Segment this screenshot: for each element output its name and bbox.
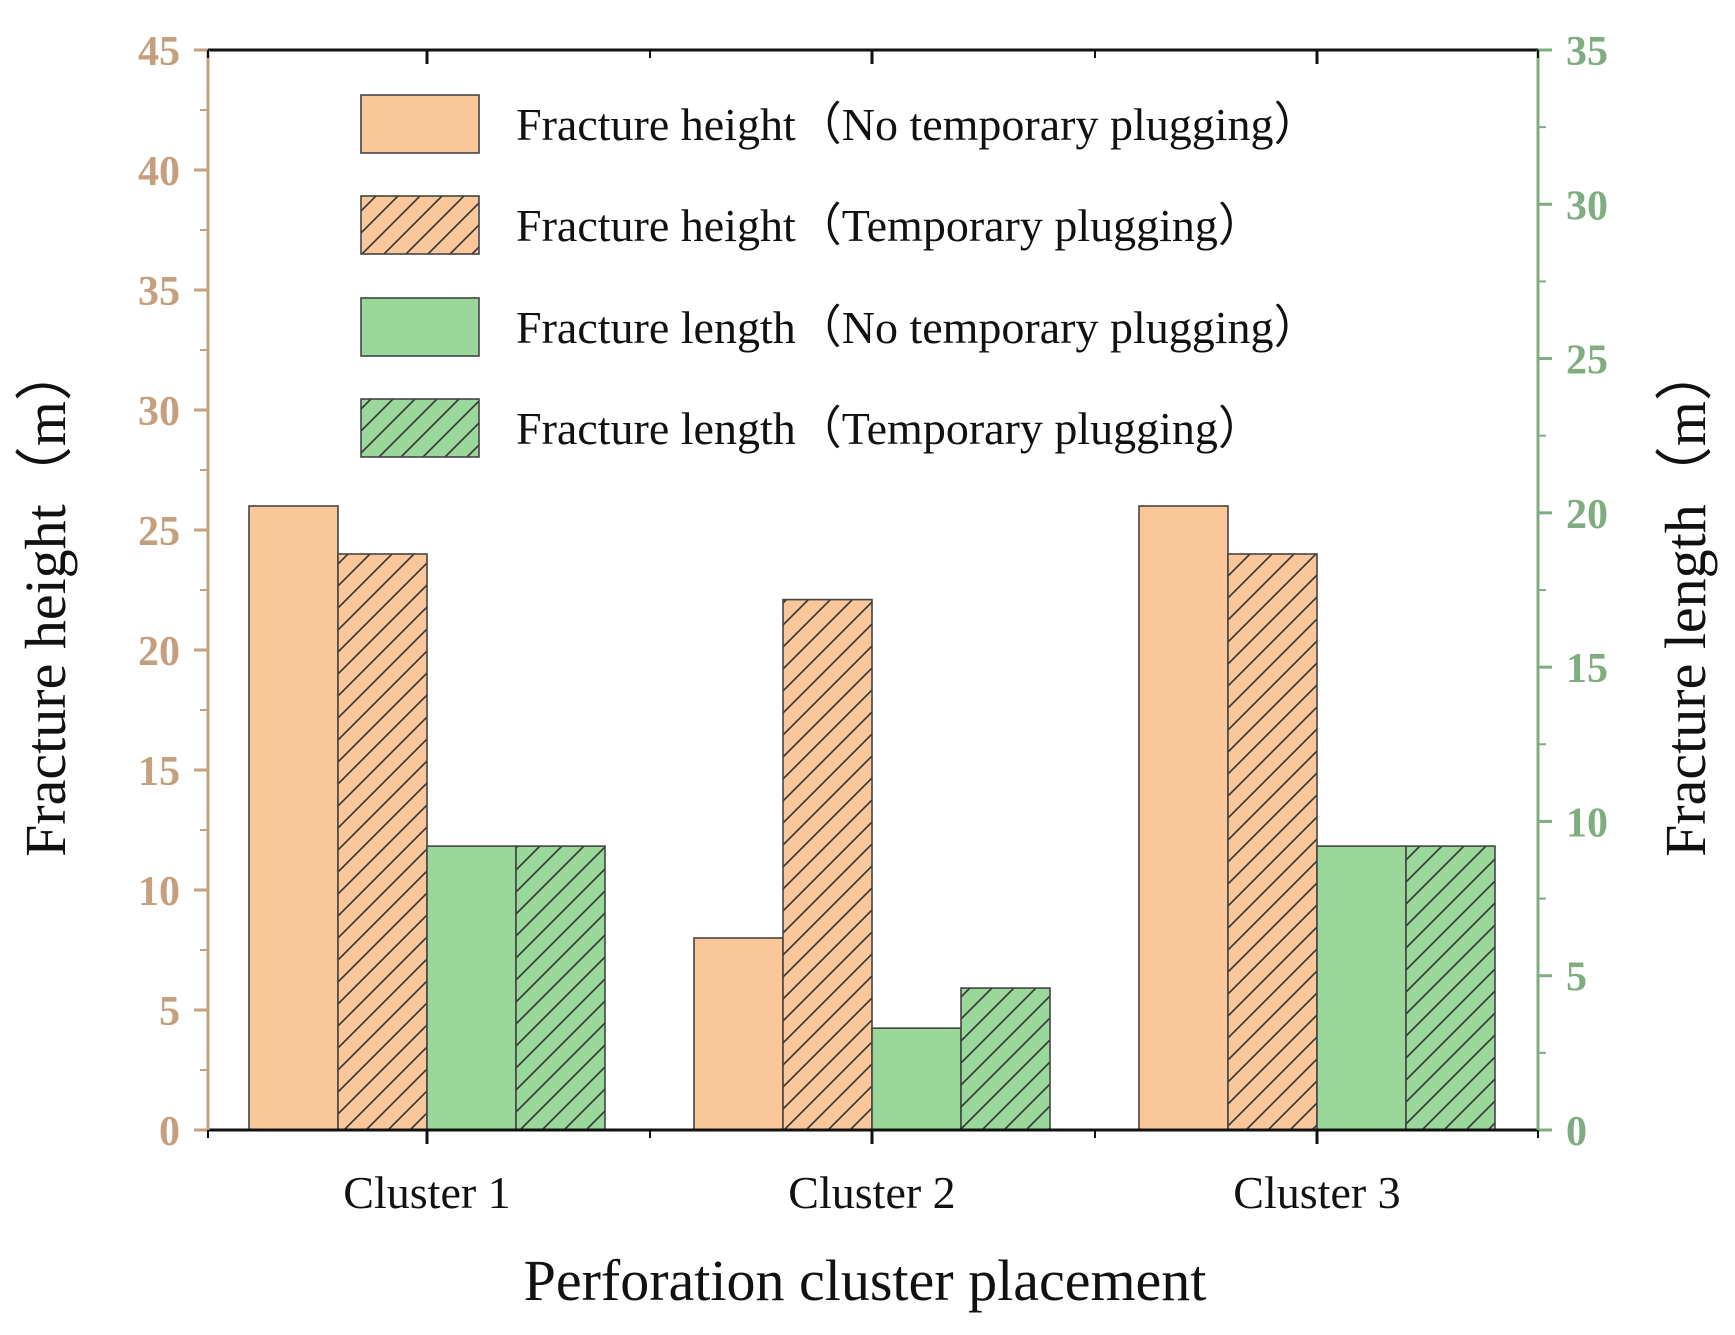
axes-layer: 0 5 10 15 20 25 30 35 40 45 0 5 10 15 20 25 30 35 Cluster … bbox=[138, 29, 1608, 1218]
legend-label: Fracture height（Temporary plugging） bbox=[516, 200, 1264, 251]
left-y-axis-title: Fracture height（m） bbox=[13, 343, 78, 857]
bar bbox=[1405, 845, 1496, 1131]
left-tick-label: 15 bbox=[138, 749, 180, 795]
bar bbox=[1138, 505, 1229, 1131]
left-tick-label: 20 bbox=[138, 629, 180, 675]
left-tick-label: 45 bbox=[138, 29, 180, 75]
bar bbox=[693, 937, 784, 1131]
legend-swatch bbox=[360, 398, 480, 458]
left-tick-label: 10 bbox=[138, 869, 180, 915]
bar bbox=[782, 598, 873, 1131]
x-tick-label: Cluster 1 bbox=[343, 1167, 510, 1218]
left-tick-label: 35 bbox=[138, 269, 180, 315]
bar bbox=[515, 845, 606, 1131]
right-tick-label: 20 bbox=[1566, 492, 1608, 538]
bar bbox=[871, 1027, 962, 1131]
bar bbox=[337, 553, 428, 1131]
left-tick-label: 5 bbox=[159, 989, 180, 1035]
x-tick-label: Cluster 2 bbox=[788, 1167, 955, 1218]
legend-swatch bbox=[360, 195, 480, 255]
legend-swatch bbox=[360, 297, 480, 357]
x-tick-label: Cluster 3 bbox=[1233, 1167, 1400, 1218]
bar bbox=[248, 505, 339, 1131]
bar bbox=[1316, 845, 1407, 1131]
bar bbox=[426, 845, 517, 1131]
right-tick-label: 0 bbox=[1566, 1109, 1587, 1155]
legend-swatch bbox=[360, 94, 480, 154]
bar bbox=[1227, 553, 1318, 1131]
left-tick-label: 0 bbox=[159, 1109, 180, 1155]
legend-label: Fracture length（Temporary plugging） bbox=[516, 403, 1264, 454]
right-tick-label: 10 bbox=[1566, 800, 1608, 846]
legend-label: Fracture length（No temporary plugging） bbox=[516, 302, 1320, 353]
x-axis-title: Perforation cluster placement bbox=[524, 1248, 1207, 1313]
bars-layer bbox=[248, 505, 1496, 1131]
right-tick-label: 30 bbox=[1566, 183, 1608, 229]
legend: Fracture height（No temporary plugging） Fr… bbox=[360, 94, 1320, 458]
right-tick-label: 5 bbox=[1566, 955, 1587, 1001]
bar bbox=[960, 987, 1051, 1131]
right-tick-label: 15 bbox=[1566, 646, 1608, 692]
left-tick-label: 25 bbox=[138, 509, 180, 555]
right-tick-label: 25 bbox=[1566, 338, 1608, 384]
right-y-axis-title: Fracture length（m） bbox=[1653, 343, 1718, 857]
legend-label: Fracture height（No temporary plugging） bbox=[516, 99, 1320, 150]
left-tick-label: 40 bbox=[138, 149, 180, 195]
left-tick-label: 30 bbox=[138, 389, 180, 435]
right-tick-label: 35 bbox=[1566, 29, 1608, 75]
